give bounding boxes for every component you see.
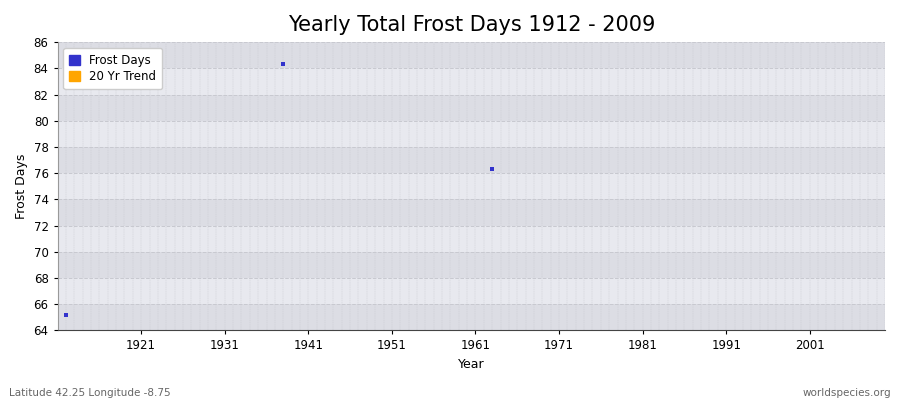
Bar	[58, 252, 885, 278]
X-axis label: Year: Year	[458, 358, 484, 371]
Bar	[58, 94, 885, 121]
Bar	[58, 199, 885, 226]
Bar	[58, 278, 885, 304]
Y-axis label: Frost Days: Frost Days	[15, 154, 28, 219]
Bar	[58, 147, 885, 173]
Bar	[58, 121, 885, 147]
Bar	[58, 42, 885, 68]
Bar	[58, 68, 885, 94]
Bar	[58, 304, 885, 330]
Text: Latitude 42.25 Longitude -8.75: Latitude 42.25 Longitude -8.75	[9, 388, 171, 398]
Legend: Frost Days, 20 Yr Trend: Frost Days, 20 Yr Trend	[64, 48, 162, 89]
Text: worldspecies.org: worldspecies.org	[803, 388, 891, 398]
Bar	[58, 226, 885, 252]
Bar	[58, 173, 885, 199]
Title: Yearly Total Frost Days 1912 - 2009: Yearly Total Frost Days 1912 - 2009	[288, 15, 655, 35]
